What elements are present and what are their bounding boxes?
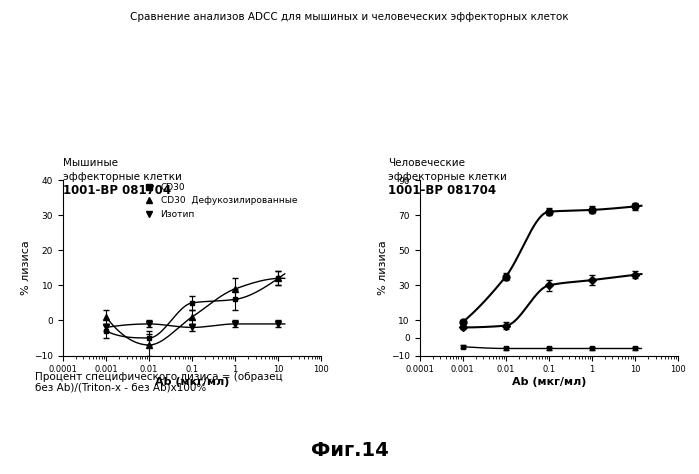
Text: эффекторные клетки: эффекторные клетки	[63, 173, 182, 182]
Text: Процент специфического лизиса = (образец: Процент специфического лизиса = (образец	[35, 372, 282, 382]
Legend: CD30, CD30  Дефукозилированные, Изотип: CD30, CD30 Дефукозилированные, Изотип	[140, 183, 297, 219]
Y-axis label: % лизиса: % лизиса	[378, 240, 388, 295]
X-axis label: Ab (мкг/мл): Ab (мкг/мл)	[155, 377, 229, 387]
Text: Человеческие: Человеческие	[388, 158, 465, 168]
Text: 1001-BP 081704: 1001-BP 081704	[63, 184, 171, 197]
Text: 1001-BP 081704: 1001-BP 081704	[388, 184, 496, 197]
Text: эффекторные клетки: эффекторные клетки	[388, 173, 507, 182]
Text: без Ab)/(Triton-x - без Ab)x100%: без Ab)/(Triton-x - без Ab)x100%	[35, 383, 206, 392]
Y-axis label: % лизиса: % лизиса	[22, 240, 31, 295]
X-axis label: Ab (мкг/мл): Ab (мкг/мл)	[512, 377, 586, 387]
Text: Фиг.14: Фиг.14	[310, 441, 389, 460]
Text: Мышиные: Мышиные	[63, 158, 118, 168]
Text: Сравнение анализов ADCC для мышиных и человеческих эффекторных клеток: Сравнение анализов ADCC для мышиных и че…	[130, 12, 569, 22]
